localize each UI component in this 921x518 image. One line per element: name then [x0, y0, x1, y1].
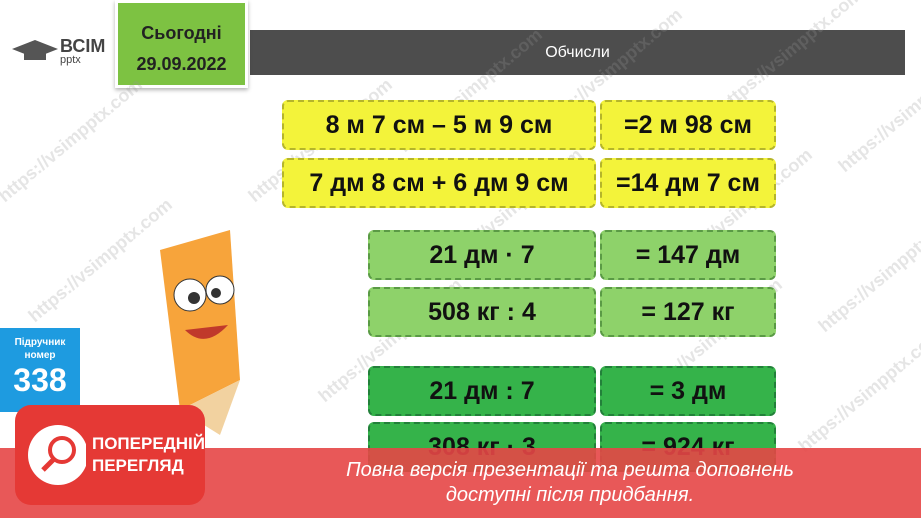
header-bar: Обчисли [250, 30, 905, 75]
expression-box: 8 м 7 см – 5 м 9 см [282, 100, 596, 150]
date-label: Сьогодні [141, 23, 222, 43]
date-value: 29.09.2022 [136, 54, 227, 74]
text-line: Повна версія презентації та решта доповн… [346, 459, 794, 481]
preview-badge: ПОПЕРЕДНІЙ ПЕРЕГЛЯД [15, 405, 205, 505]
header-title: Обчисли [545, 44, 610, 61]
expression-box: 21 дм : 7 [368, 366, 596, 416]
logo-sub: pptx [60, 53, 81, 66]
logo-brand: ВСІМ [60, 35, 106, 56]
pencil-character [160, 230, 240, 435]
text-line: доступні після придбання. [445, 484, 695, 506]
logo: ВСІМ pptx [10, 36, 105, 66]
result-box: =14 дм 7 см [600, 158, 776, 208]
watermark: https://vsimpptx.com [0, 74, 146, 206]
preview-title: ПОПЕРЕДНІЙ ПЕРЕГЛЯД [92, 433, 205, 477]
text-line: Підручник [14, 337, 66, 348]
expression-box: 7 дм 8 см + 6 дм 9 см [282, 158, 596, 208]
result-box: = 127 кг [600, 287, 776, 337]
date-box: Сьогодні 29.09.2022 [115, 0, 248, 88]
result-box: =2 м 98 см [600, 100, 776, 150]
badge-label: Підручник номер [0, 336, 80, 362]
preview-note: Повна версія презентації та решта доповн… [300, 458, 840, 508]
expression-box: 508 кг : 4 [368, 287, 596, 337]
text-line: ПЕРЕГЛЯД [91, 456, 184, 475]
textbook-badge: Підручник номер 338 [0, 328, 80, 412]
text-line: ПОПЕРЕДНІЙ [91, 434, 205, 453]
result-box: = 147 дм [600, 230, 776, 280]
result-box: = 3 дм [600, 366, 776, 416]
text-line: номер [24, 350, 56, 361]
watermark: https://vsimpptx.com [794, 324, 921, 456]
logo-icon [12, 40, 58, 60]
watermark: https://vsimpptx.com [814, 204, 921, 336]
badge-number: 338 [13, 362, 67, 398]
magnifier-icon [28, 425, 86, 485]
expression-box: 21 дм · 7 [368, 230, 596, 280]
